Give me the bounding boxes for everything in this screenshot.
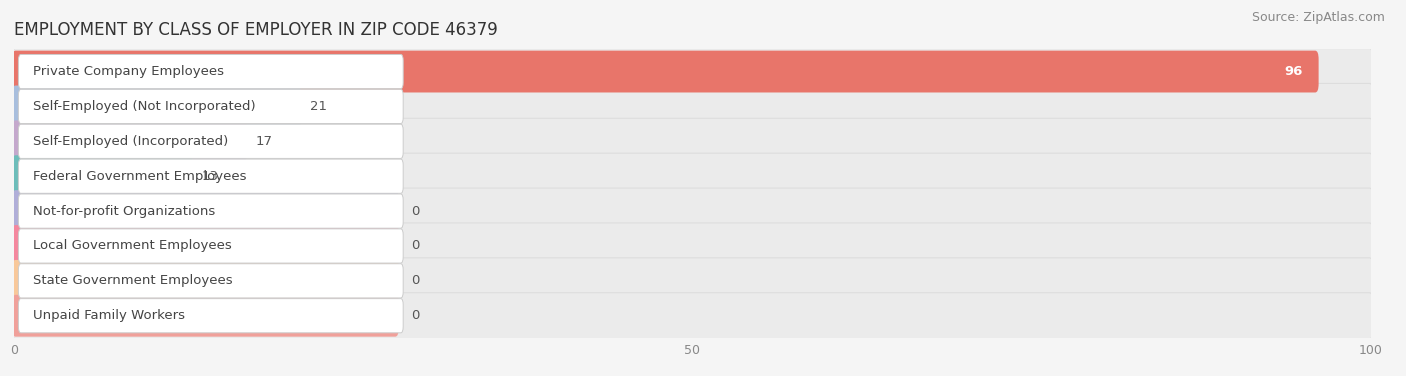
Text: 0: 0 <box>412 309 420 322</box>
Text: Source: ZipAtlas.com: Source: ZipAtlas.com <box>1251 11 1385 24</box>
Text: 0: 0 <box>412 240 420 252</box>
Text: EMPLOYMENT BY CLASS OF EMPLOYER IN ZIP CODE 46379: EMPLOYMENT BY CLASS OF EMPLOYER IN ZIP C… <box>14 21 498 39</box>
Text: Self-Employed (Incorporated): Self-Employed (Incorporated) <box>34 135 228 148</box>
Text: 96: 96 <box>1285 65 1303 78</box>
FancyBboxPatch shape <box>18 229 404 263</box>
FancyBboxPatch shape <box>18 159 404 193</box>
FancyBboxPatch shape <box>13 118 1372 164</box>
FancyBboxPatch shape <box>13 153 1372 199</box>
FancyBboxPatch shape <box>18 264 404 298</box>
Text: Not-for-profit Organizations: Not-for-profit Organizations <box>34 205 215 218</box>
FancyBboxPatch shape <box>18 194 404 228</box>
FancyBboxPatch shape <box>13 51 1319 92</box>
FancyBboxPatch shape <box>13 258 1372 304</box>
Text: Unpaid Family Workers: Unpaid Family Workers <box>34 309 186 322</box>
FancyBboxPatch shape <box>13 293 1372 339</box>
FancyBboxPatch shape <box>13 155 193 197</box>
FancyBboxPatch shape <box>13 49 1372 95</box>
Text: Local Government Employees: Local Government Employees <box>34 240 232 252</box>
Text: Private Company Employees: Private Company Employees <box>34 65 224 78</box>
FancyBboxPatch shape <box>13 295 399 337</box>
FancyBboxPatch shape <box>13 190 399 232</box>
Text: 21: 21 <box>309 100 326 113</box>
FancyBboxPatch shape <box>13 225 399 267</box>
Text: 0: 0 <box>412 274 420 287</box>
FancyBboxPatch shape <box>13 85 301 127</box>
FancyBboxPatch shape <box>18 124 404 158</box>
FancyBboxPatch shape <box>13 83 1372 129</box>
Text: 17: 17 <box>256 135 273 148</box>
FancyBboxPatch shape <box>18 299 404 333</box>
Text: State Government Employees: State Government Employees <box>34 274 232 287</box>
FancyBboxPatch shape <box>13 223 1372 269</box>
Text: Federal Government Employees: Federal Government Employees <box>34 170 246 183</box>
Text: 0: 0 <box>412 205 420 218</box>
Text: 13: 13 <box>201 170 218 183</box>
FancyBboxPatch shape <box>18 55 404 89</box>
FancyBboxPatch shape <box>13 260 399 302</box>
FancyBboxPatch shape <box>13 120 246 162</box>
FancyBboxPatch shape <box>18 89 404 124</box>
Text: Self-Employed (Not Incorporated): Self-Employed (Not Incorporated) <box>34 100 256 113</box>
FancyBboxPatch shape <box>13 188 1372 234</box>
